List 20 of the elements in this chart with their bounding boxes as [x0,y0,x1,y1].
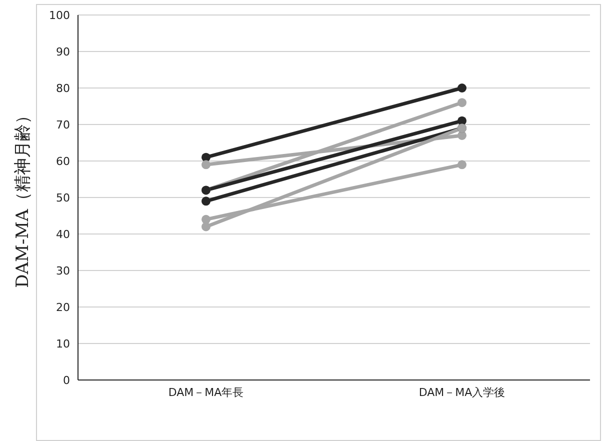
point [202,160,210,170]
point [202,196,210,206]
point [202,222,210,232]
y-axis-title: DAM-MA（精神月齢） [13,107,34,288]
point [458,160,466,170]
y-tick-label: 80 [56,82,70,95]
y-tick-label: 40 [56,228,70,241]
y-tick-label: 20 [56,300,70,314]
y-tick-label: 60 [56,154,70,168]
x-tick-label: DAM－MA年長 [168,386,244,399]
point [458,84,466,92]
y-tick-label: 50 [56,191,70,204]
y-tick-label: 100 [49,8,70,22]
y-tick-label: 70 [56,118,70,132]
y-tick-label: 90 [56,45,70,58]
y-tick-label: 10 [56,337,70,350]
y-tick-label: 0 [63,374,70,387]
x-tick-label: DAM－MA入学後 [418,386,506,399]
point [458,98,466,108]
y-tick-label: 30 [56,264,70,278]
